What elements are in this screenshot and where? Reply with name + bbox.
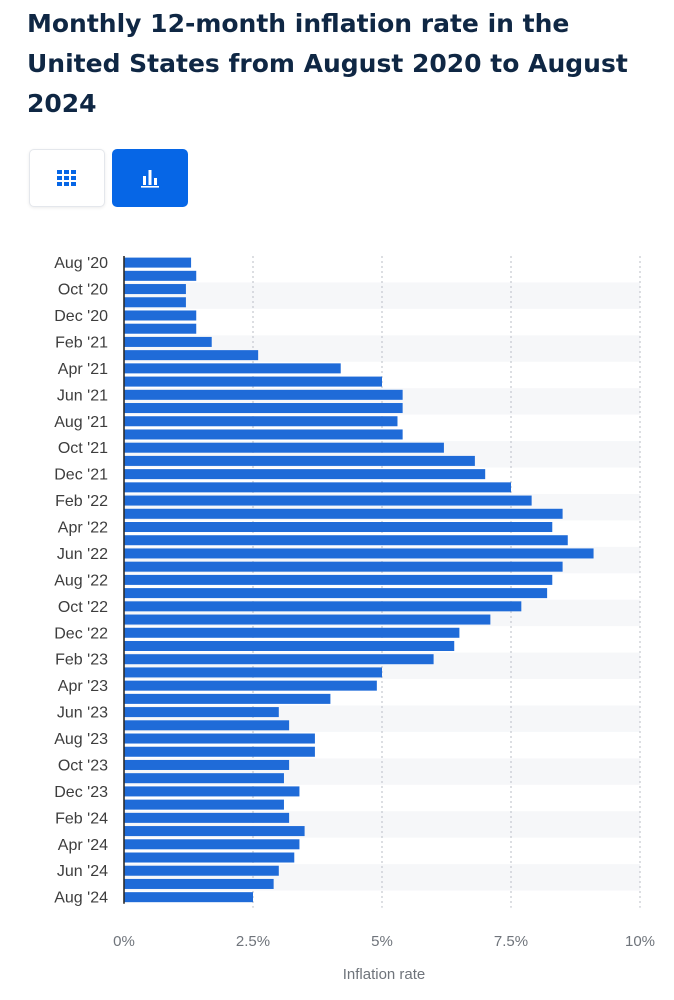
bar[interactable] bbox=[124, 336, 212, 347]
y-tick-label: Feb '24 bbox=[55, 810, 108, 827]
bar[interactable] bbox=[124, 522, 553, 533]
y-tick-label: Aug '22 bbox=[54, 572, 108, 589]
bar[interactable] bbox=[124, 826, 305, 837]
y-tick-label: Dec '23 bbox=[54, 784, 108, 801]
y-tick-label: Apr '22 bbox=[58, 520, 108, 537]
y-tick-label: Aug '24 bbox=[54, 890, 108, 907]
y-tick-label: Feb '21 bbox=[55, 334, 108, 351]
y-tick-label: Feb '23 bbox=[55, 652, 108, 669]
chart-area: Aug '20 Oct '20 Dec '20 Feb '21 Apr '21 Jun '… bbox=[0, 240, 674, 983]
bar[interactable] bbox=[124, 707, 279, 718]
bar[interactable] bbox=[124, 720, 290, 731]
bar[interactable] bbox=[124, 799, 284, 810]
y-tick-label: Apr '21 bbox=[58, 361, 108, 378]
y-tick-label: Oct '23 bbox=[58, 757, 108, 774]
y-tick-label: Aug '21 bbox=[54, 414, 108, 431]
y-tick-label: Aug '20 bbox=[54, 255, 108, 272]
bar[interactable] bbox=[124, 508, 563, 519]
bar[interactable] bbox=[124, 297, 186, 308]
table-view-button[interactable] bbox=[29, 149, 105, 207]
y-tick-label: Jun '21 bbox=[57, 387, 108, 404]
bar[interactable] bbox=[124, 376, 382, 387]
bar[interactable] bbox=[124, 839, 300, 850]
bar[interactable] bbox=[124, 773, 284, 784]
bar[interactable] bbox=[124, 654, 434, 665]
bar[interactable] bbox=[124, 614, 491, 625]
bar[interactable] bbox=[124, 535, 568, 546]
y-tick-label: Jun '22 bbox=[57, 546, 108, 563]
bar[interactable] bbox=[124, 746, 315, 757]
bar[interactable] bbox=[124, 640, 455, 651]
x-tick-label: 0% bbox=[113, 933, 135, 950]
bar[interactable] bbox=[124, 561, 563, 572]
x-tick-label: 7.5% bbox=[494, 933, 528, 950]
bar-chart-icon bbox=[141, 170, 159, 188]
bar[interactable] bbox=[124, 601, 522, 612]
bar[interactable] bbox=[124, 350, 259, 361]
chart-view-button[interactable] bbox=[112, 149, 188, 207]
x-tick-label: 2.5% bbox=[236, 933, 270, 950]
y-tick-label: Feb '22 bbox=[55, 493, 108, 510]
y-tick-label: Apr '23 bbox=[58, 678, 108, 695]
bar[interactable] bbox=[124, 389, 403, 400]
bar[interactable] bbox=[124, 270, 197, 281]
bar[interactable] bbox=[124, 257, 192, 268]
bar[interactable] bbox=[124, 759, 290, 770]
bar[interactable] bbox=[124, 482, 511, 493]
bar[interactable] bbox=[124, 548, 594, 559]
bar[interactable] bbox=[124, 865, 279, 876]
x-axis-label: Inflation rate bbox=[343, 966, 426, 980]
bar[interactable] bbox=[124, 284, 186, 295]
bar[interactable] bbox=[124, 495, 532, 506]
y-tick-label: Oct '22 bbox=[58, 599, 108, 616]
bar[interactable] bbox=[124, 627, 460, 638]
y-tick-label: Dec '20 bbox=[54, 308, 108, 325]
bar[interactable] bbox=[124, 852, 295, 863]
y-tick-label: Dec '22 bbox=[54, 625, 108, 642]
bar[interactable] bbox=[124, 442, 444, 453]
bar[interactable] bbox=[124, 588, 548, 599]
bar[interactable] bbox=[124, 363, 341, 374]
inflation-bar-chart: Aug '20 Oct '20 Dec '20 Feb '21 Apr '21 Jun '… bbox=[54, 255, 655, 983]
bar[interactable] bbox=[124, 455, 475, 466]
y-tick-label: Oct '20 bbox=[58, 282, 108, 299]
page-title: Monthly 12-month inflation rate in the U… bbox=[27, 9, 628, 118]
bar[interactable] bbox=[124, 469, 486, 480]
bar[interactable] bbox=[124, 693, 331, 704]
y-tick-label: Oct '21 bbox=[58, 440, 108, 457]
bar[interactable] bbox=[124, 733, 315, 744]
bar[interactable] bbox=[124, 403, 403, 414]
y-tick-label: Jun '23 bbox=[57, 705, 108, 722]
bar[interactable] bbox=[124, 574, 553, 585]
bar[interactable] bbox=[124, 323, 197, 334]
bar[interactable] bbox=[124, 429, 403, 440]
y-tick-label: Dec '21 bbox=[54, 467, 108, 484]
bar[interactable] bbox=[124, 667, 382, 678]
bar[interactable] bbox=[124, 680, 377, 691]
y-tick-label: Jun '24 bbox=[57, 863, 108, 880]
bar[interactable] bbox=[124, 310, 197, 321]
bar[interactable] bbox=[124, 878, 274, 889]
grid-icon bbox=[57, 170, 76, 186]
bar[interactable] bbox=[124, 812, 290, 823]
bar[interactable] bbox=[124, 786, 300, 797]
y-tick-label: Aug '23 bbox=[54, 731, 108, 748]
y-tick-label: Apr '24 bbox=[58, 837, 108, 854]
bar[interactable] bbox=[124, 416, 398, 427]
bar[interactable] bbox=[124, 892, 253, 903]
x-tick-label: 10% bbox=[625, 933, 655, 950]
x-tick-label: 5% bbox=[371, 933, 393, 950]
